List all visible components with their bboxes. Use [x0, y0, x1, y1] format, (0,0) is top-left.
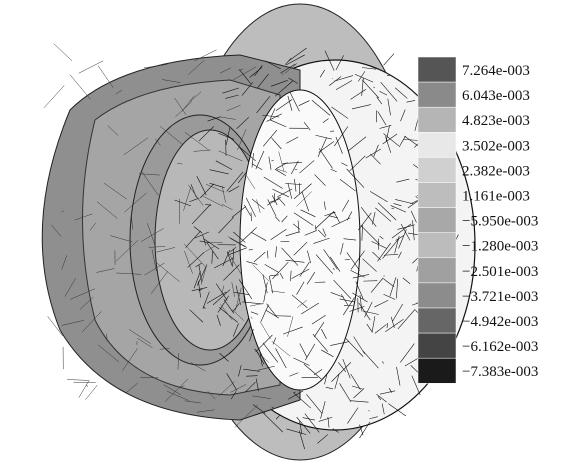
- color-swatch: [418, 183, 456, 208]
- legend-label: 4.823e-003: [462, 113, 530, 129]
- color-swatch: [418, 132, 456, 157]
- legend-label: 2.382e-003: [462, 163, 530, 179]
- color-swatch: [418, 57, 456, 82]
- color-swatch: [418, 233, 456, 258]
- mesh-edge: [54, 44, 72, 61]
- color-swatch: [418, 82, 456, 107]
- legend-label: −1.280e-003: [462, 239, 538, 255]
- mesh-edge: [67, 380, 88, 381]
- legend-label: −3.721e-003: [462, 289, 538, 305]
- legend-label: 7.264e-003: [462, 63, 530, 79]
- mesh-edge: [384, 54, 394, 66]
- legend-label: −4.942e-003: [462, 314, 538, 330]
- color-swatch: [418, 107, 456, 132]
- color-swatch: [418, 157, 456, 182]
- legend-label: 6.043e-003: [462, 88, 530, 104]
- mesh-edge: [86, 385, 87, 387]
- legend-label: −5.950e-003: [462, 214, 538, 230]
- color-swatch: [418, 258, 456, 283]
- color-swatch: [418, 208, 456, 233]
- fea-model: [42, 4, 475, 460]
- color-swatch: [418, 308, 456, 333]
- mesh-edge: [85, 385, 97, 400]
- color-swatch: [418, 283, 456, 308]
- color-swatch: [418, 333, 456, 358]
- legend-label: 3.502e-003: [462, 138, 530, 154]
- legend-label: −2.501e-003: [462, 264, 538, 280]
- colorbar: 7.264e-003 6.043e-003 4.823e-003 3.502e-003…: [418, 57, 538, 383]
- mesh-edge: [70, 75, 90, 100]
- mesh-edge: [44, 85, 64, 107]
- figure: 7.264e-003 6.043e-003 4.823e-003 3.502e-003…: [0, 0, 574, 465]
- legend-label: −6.162e-003: [462, 339, 538, 355]
- color-swatch: [418, 358, 456, 383]
- legend-label: 1.161e-003: [462, 188, 530, 204]
- legend-label: −7.383e-003: [462, 364, 538, 380]
